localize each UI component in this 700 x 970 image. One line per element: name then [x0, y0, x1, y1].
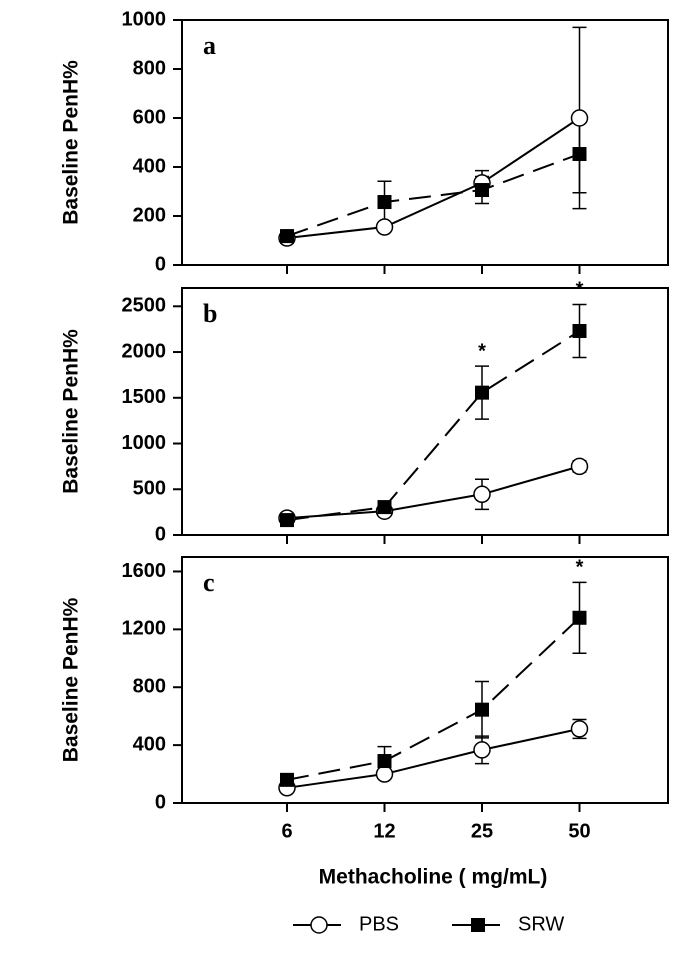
- series-line: [286, 465, 580, 520]
- y-tick-label: 0: [155, 523, 166, 545]
- x-tick-label: 25: [471, 820, 493, 842]
- point: [572, 147, 587, 162]
- plot-frame: [181, 556, 669, 804]
- point: [375, 218, 394, 236]
- y-tick-label: 0: [155, 791, 166, 813]
- y-tick-label: 400: [133, 155, 166, 177]
- series-line: [286, 727, 580, 789]
- y-tick-label: 2500: [122, 295, 167, 317]
- y-tick-label: 800: [133, 676, 166, 698]
- annotation: *: [576, 557, 584, 579]
- y-tick-label: 1000: [122, 8, 167, 30]
- y-tick-label: 1600: [122, 560, 167, 582]
- plot-frame: [181, 287, 669, 536]
- point: [377, 195, 392, 210]
- series-line: [286, 330, 581, 522]
- y-tick-label: 400: [133, 733, 166, 755]
- point: [473, 485, 491, 504]
- point: [570, 720, 589, 738]
- point: [570, 457, 589, 476]
- y-axis-label: Baseline PenH%: [60, 329, 83, 494]
- legend-label: PBS: [359, 913, 399, 935]
- point: [280, 513, 294, 528]
- legend-marker: [471, 918, 485, 932]
- y-tick-label: 0: [155, 253, 166, 275]
- legend-label: SRW: [518, 913, 564, 935]
- point: [280, 229, 294, 244]
- annotation: *: [576, 279, 584, 301]
- legend-marker: [310, 916, 328, 934]
- plot-frame: [181, 19, 669, 266]
- panel-label: a: [203, 31, 216, 60]
- point: [375, 765, 394, 783]
- y-axis-label: Baseline PenH%: [60, 60, 83, 225]
- y-tick-label: 500: [133, 478, 166, 500]
- annotation: *: [478, 340, 486, 362]
- point: [475, 183, 489, 198]
- point: [572, 610, 587, 625]
- point: [475, 385, 489, 400]
- x-tick-label: 50: [568, 820, 590, 842]
- y-tick-label: 1200: [122, 618, 167, 640]
- y-tick-label: 200: [133, 204, 166, 226]
- point: [280, 772, 294, 787]
- point: [473, 741, 491, 759]
- point: [572, 323, 587, 338]
- y-tick-label: 600: [133, 106, 166, 128]
- series-line: [286, 153, 580, 238]
- point: [570, 109, 589, 127]
- point: [377, 500, 392, 515]
- x-axis-label: Methacholine ( mg/mL): [319, 866, 548, 889]
- y-axis-label: Baseline PenH%: [60, 597, 83, 762]
- y-tick-label: 1000: [122, 432, 167, 454]
- series-line: [286, 117, 581, 240]
- y-tick-label: 800: [133, 57, 166, 79]
- x-tick-label: 6: [281, 820, 292, 842]
- panel-label: b: [203, 299, 217, 328]
- series-line: [286, 617, 581, 781]
- x-tick-label: 12: [373, 820, 395, 842]
- y-tick-label: 1500: [122, 386, 167, 408]
- panel-label: c: [203, 568, 215, 597]
- y-tick-label: 2000: [122, 340, 167, 362]
- point: [475, 702, 489, 717]
- point: [377, 754, 392, 769]
